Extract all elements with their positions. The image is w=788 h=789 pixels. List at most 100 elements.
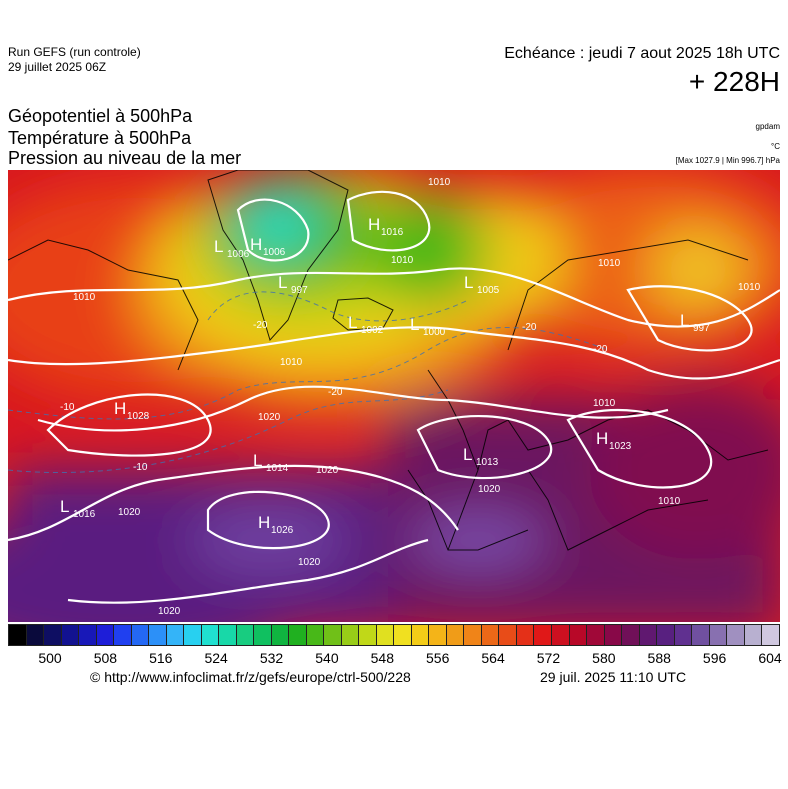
colorbar-swatch xyxy=(709,625,728,645)
isobar-label: 1010 xyxy=(658,496,681,507)
pressure-center: L 1016 xyxy=(60,497,96,520)
isobar-label: 1020 xyxy=(118,507,141,518)
pressure-maxmin: [Max 1027.9 | Min 996.7] hPa xyxy=(675,156,780,165)
colorbar-tick-label: 556 xyxy=(426,650,450,666)
colorbar-tick-label: 508 xyxy=(93,650,118,666)
colorbar-swatch xyxy=(674,625,693,645)
colorbar-tick-label: 572 xyxy=(536,650,561,666)
isotherms xyxy=(8,291,609,474)
colorbar-labels: 500 508 516 524 532 540 548 556 564 572 580 588 596 6… xyxy=(8,650,781,666)
svg-text:H: H xyxy=(114,399,126,418)
svg-text:1000: 1000 xyxy=(423,327,446,338)
pressure-center: L 997 xyxy=(680,311,710,334)
unit-geopotential: gpdam xyxy=(755,122,780,131)
pressure-center: H 1006 xyxy=(250,235,286,258)
footer-generated-time: 29 juil. 2025 11:10 UTC xyxy=(540,669,687,685)
pressure-centers: L 1006 H 1006 H 1016 L 997 L 1005 L 1002 L 1000… xyxy=(60,215,710,536)
colorbar-tick-label: 500 xyxy=(38,650,62,666)
svg-text:H: H xyxy=(258,513,270,532)
colorbar-swatch xyxy=(219,625,237,645)
svg-text:H: H xyxy=(596,429,608,448)
isobar-label: 1020 xyxy=(298,557,321,568)
isotherm-label: -20 xyxy=(253,320,268,331)
svg-text:L: L xyxy=(464,273,473,292)
svg-text:997: 997 xyxy=(291,285,308,296)
pressure-center: L 1000 xyxy=(410,315,446,338)
pressure-center: L 1014 xyxy=(253,451,289,474)
colorbar-swatch xyxy=(201,625,220,645)
colorbar-swatch xyxy=(639,625,658,645)
isotherm-label: -20 xyxy=(522,322,537,333)
pressure-center: H 1026 xyxy=(258,513,294,536)
isobar-label: 1010 xyxy=(428,177,451,188)
pressure-center: L 1002 xyxy=(348,313,384,336)
colorbar-swatch xyxy=(79,625,97,645)
svg-text:1002: 1002 xyxy=(361,325,384,336)
pressure-center: H 1023 xyxy=(596,429,632,452)
colorbar-swatch xyxy=(149,625,167,645)
valid-time: Echéance : jeudi 7 aout 2025 18h UTC xyxy=(504,45,780,62)
colorbar-swatch xyxy=(569,625,588,645)
isobar-label: 1010 xyxy=(598,258,621,269)
isobar-label: 1020 xyxy=(158,606,181,617)
colorbar-swatch xyxy=(44,625,62,645)
isobars xyxy=(8,190,780,604)
colorbar-swatch xyxy=(341,625,360,645)
colorbar-swatch xyxy=(481,625,500,645)
colorbar-swatch xyxy=(166,625,185,645)
run-date: 29 juillet 2025 06Z xyxy=(8,60,107,74)
svg-text:L: L xyxy=(214,237,223,256)
colorbar-tick-label: 524 xyxy=(204,650,228,666)
colorbar-swatch xyxy=(587,625,605,645)
colorbar-swatch xyxy=(446,625,465,645)
colorbar-swatch xyxy=(622,625,640,645)
colorbar-swatch xyxy=(289,625,307,645)
footer-url: © http://www.infoclimat.fr/z/gefs/europe… xyxy=(90,669,411,685)
isobar-label: 1010 xyxy=(593,398,616,409)
svg-text:L: L xyxy=(278,273,287,292)
weather-map: 1010 1010 1010 1010 1010 1010 1010 1020 … xyxy=(8,170,780,622)
svg-text:L: L xyxy=(463,445,472,464)
colorbar-swatch xyxy=(727,625,745,645)
colorbar-swatch xyxy=(744,625,763,645)
colorbar-tick-label: 516 xyxy=(149,650,173,666)
svg-text:L: L xyxy=(60,497,69,516)
colorbar-swatch xyxy=(551,625,570,645)
parameter-mslp: Pression au niveau de la mer xyxy=(8,148,242,168)
colorbar-swatch xyxy=(657,625,675,645)
pressure-center: L 1006 xyxy=(214,237,250,260)
pressure-center: L 997 xyxy=(278,273,308,296)
svg-text:1023: 1023 xyxy=(609,441,632,452)
isobar-label: 1010 xyxy=(391,255,414,266)
colorbar-swatch xyxy=(376,625,395,645)
colorbar-tick-label: 532 xyxy=(259,650,284,666)
svg-text:1013: 1013 xyxy=(476,457,499,468)
colorbar-swatch xyxy=(236,625,255,645)
colorbar-swatch xyxy=(411,625,430,645)
isobar-label: 1010 xyxy=(73,292,96,303)
svg-text:L: L xyxy=(348,313,357,332)
colorbar-swatch xyxy=(61,625,80,645)
parameter-temperature: Température à 500hPa xyxy=(8,128,192,148)
parameter-geopotential: Géopotentiel à 500hPa xyxy=(8,106,193,126)
colorbar-tick-label: 580 xyxy=(592,650,616,666)
colorbar-swatch xyxy=(184,625,202,645)
pressure-center: H 1016 xyxy=(368,215,404,238)
colorbar-swatch xyxy=(429,625,447,645)
pressure-center: L 1005 xyxy=(464,273,500,296)
colorbar-swatch xyxy=(271,625,290,645)
svg-text:1006: 1006 xyxy=(263,247,286,258)
svg-text:L: L xyxy=(253,451,262,470)
svg-text:1005: 1005 xyxy=(477,285,500,296)
lead-time: + 228H xyxy=(688,66,780,97)
colorbar-swatch xyxy=(762,625,779,645)
svg-text:1014: 1014 xyxy=(266,463,289,474)
colorbar-swatch xyxy=(9,625,27,645)
svg-text:1028: 1028 xyxy=(127,411,150,422)
isobar-label: 1010 xyxy=(280,357,303,368)
isobar-label: 1010 xyxy=(738,282,761,293)
colorbar-swatch xyxy=(692,625,710,645)
colorbar-swatch xyxy=(254,625,272,645)
colorbar-swatch xyxy=(516,625,535,645)
colorbar-swatch xyxy=(604,625,623,645)
